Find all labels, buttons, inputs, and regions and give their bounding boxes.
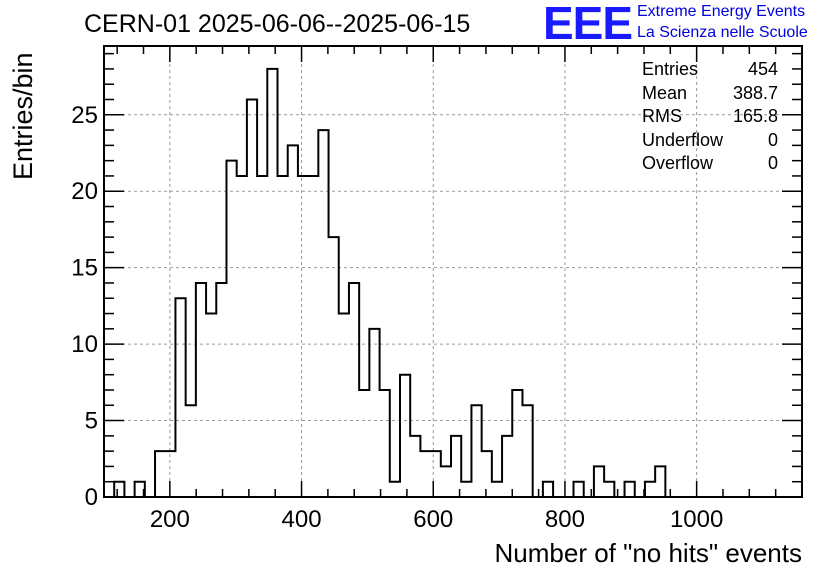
histogram-bin bbox=[267, 69, 277, 497]
histogram-outline bbox=[113, 67, 686, 498]
stats-value: 0 bbox=[767, 129, 778, 150]
histogram-bin bbox=[471, 405, 481, 497]
histogram-bin bbox=[339, 314, 349, 497]
histogram-bin bbox=[655, 466, 665, 497]
histogram-bin bbox=[512, 390, 522, 497]
stats-label: Entries bbox=[642, 59, 699, 79]
eee-logo: EEE bbox=[543, 0, 633, 49]
y-tick-label: 5 bbox=[85, 408, 98, 435]
plot-frame bbox=[103, 45, 803, 498]
histogram-bin bbox=[380, 390, 390, 497]
histogram-bin bbox=[574, 482, 584, 497]
histogram-bin bbox=[226, 161, 236, 497]
logo-line-2: La Scienza nelle Scuole bbox=[637, 24, 808, 41]
histogram-bin bbox=[247, 100, 257, 497]
stats-label: Underflow bbox=[642, 129, 724, 150]
histogram-bin bbox=[288, 145, 298, 497]
histogram-bin bbox=[237, 176, 247, 497]
histogram-bin bbox=[400, 375, 410, 497]
stats-value: 388.7 bbox=[732, 82, 778, 103]
histogram-bin bbox=[441, 466, 451, 497]
stats-row-underflow: Underflow 0 bbox=[642, 129, 778, 153]
histogram-bin bbox=[206, 314, 216, 497]
histogram-bin bbox=[298, 176, 308, 497]
histogram-bin bbox=[451, 436, 461, 497]
histogram-bin bbox=[329, 237, 339, 497]
y-tick-label: 10 bbox=[71, 331, 98, 358]
histogram-bin bbox=[216, 283, 226, 497]
chart-title: CERN-01 2025-06-06--2025-06-15 bbox=[84, 10, 471, 38]
histogram-bin bbox=[410, 436, 420, 497]
histogram-bin bbox=[359, 390, 369, 497]
histogram-bin bbox=[482, 451, 492, 497]
histogram-bin bbox=[604, 482, 614, 497]
stats-row-entries: Entries 454 bbox=[642, 58, 778, 82]
histogram-bin bbox=[502, 436, 512, 497]
histogram-bin bbox=[257, 176, 267, 497]
x-tick-label: 1000 bbox=[670, 506, 723, 533]
histogram-bin bbox=[522, 405, 532, 497]
histogram-bin bbox=[461, 482, 471, 497]
axis-tick-labels: 200 400 600 800 1000 0 5 10 15 20 25 bbox=[71, 102, 723, 533]
stats-row-rms: RMS 165.8 bbox=[642, 105, 778, 129]
histogram-bin bbox=[308, 176, 318, 497]
histogram-bin bbox=[186, 405, 196, 497]
histogram-bin bbox=[196, 283, 206, 497]
stats-value: 165.8 bbox=[732, 106, 778, 126]
stats-row-overflow: Overflow 0 bbox=[642, 152, 778, 176]
histogram-bin bbox=[390, 482, 400, 497]
stats-value: 454 bbox=[747, 59, 778, 79]
histogram-bin bbox=[155, 451, 165, 497]
y-axis-label: Entries/bin bbox=[8, 52, 38, 180]
histogram-bin bbox=[369, 329, 379, 497]
histogram-bin bbox=[594, 466, 604, 497]
stats-label: Overflow bbox=[642, 153, 714, 173]
stats-box: Entries 454 Mean 388.7 RMS 165.8 Underflow 0… bbox=[642, 58, 778, 176]
grid-lines bbox=[104, 46, 802, 497]
x-tick-label: 800 bbox=[545, 506, 585, 533]
stats-value: 0 bbox=[767, 153, 778, 173]
stats-row-mean: Mean 388.7 bbox=[642, 82, 778, 106]
stats-label: RMS bbox=[642, 106, 682, 126]
x-tick-label: 600 bbox=[413, 506, 453, 533]
histogram-bin bbox=[349, 283, 359, 497]
histogram-bin bbox=[278, 176, 288, 497]
y-tick-label: 15 bbox=[71, 255, 98, 282]
stats-label: Mean bbox=[642, 82, 688, 103]
y-tick-label: 0 bbox=[85, 484, 98, 511]
histogram-bin bbox=[543, 482, 553, 497]
histogram-bin bbox=[645, 482, 655, 497]
logo-line-1: Extreme Energy Events bbox=[637, 3, 806, 20]
x-tick-label: 400 bbox=[282, 506, 322, 533]
x-tick-label: 200 bbox=[150, 506, 190, 533]
y-tick-label: 25 bbox=[71, 102, 98, 129]
histogram-bin bbox=[492, 482, 502, 497]
histogram-bin bbox=[431, 451, 441, 497]
axis-ticks bbox=[104, 46, 803, 498]
histogram-bin bbox=[318, 130, 328, 497]
histogram-bin bbox=[420, 451, 430, 497]
x-axis-label: Number of "no hits" events bbox=[494, 538, 803, 568]
y-tick-label: 20 bbox=[71, 178, 98, 205]
histogram-bin bbox=[625, 482, 635, 497]
histogram-bin bbox=[175, 298, 185, 497]
histogram-bin bbox=[114, 482, 124, 497]
